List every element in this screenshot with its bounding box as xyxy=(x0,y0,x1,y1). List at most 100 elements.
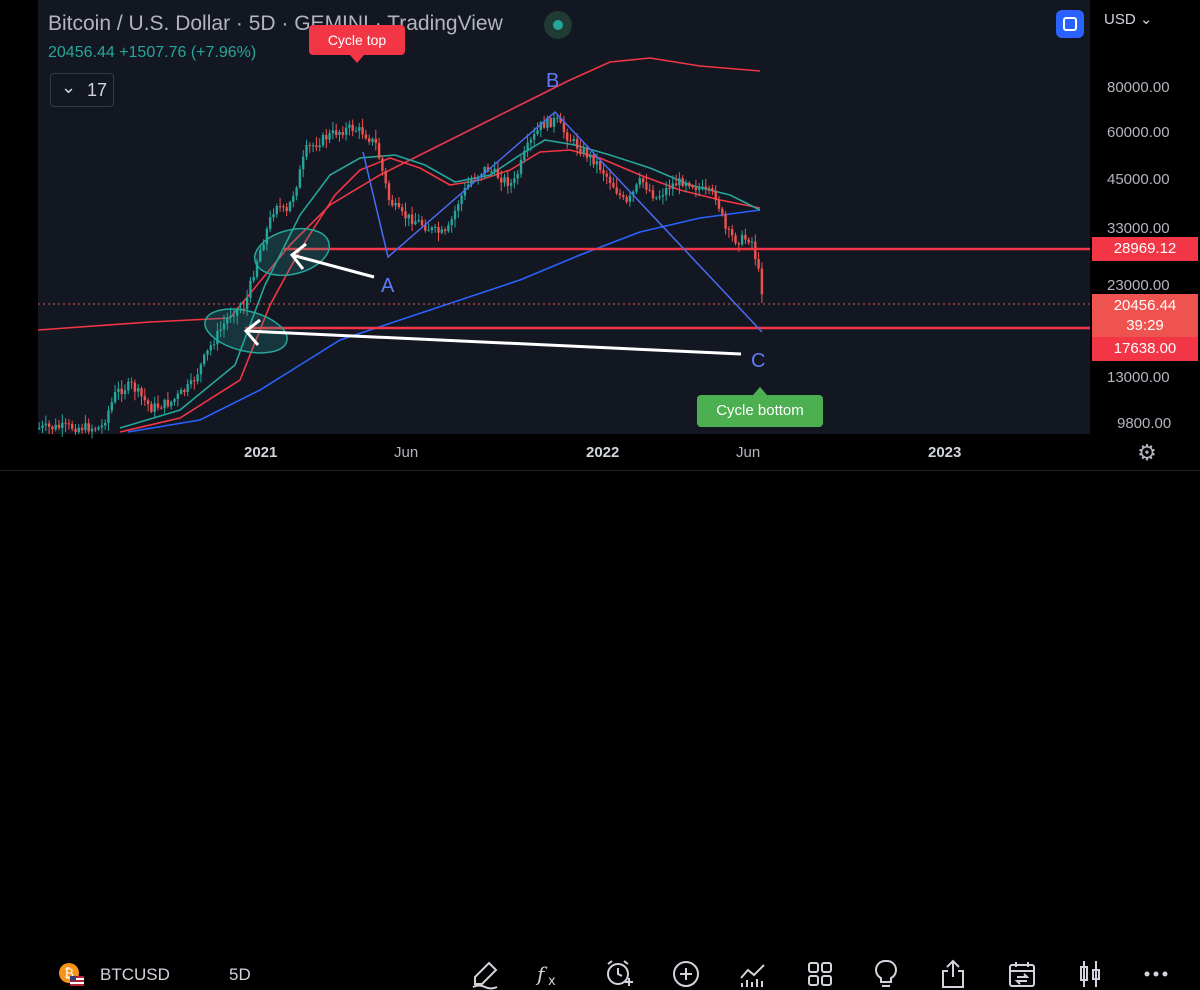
cycle-top-callout[interactable]: Cycle top xyxy=(309,25,405,63)
candle-body xyxy=(206,350,209,355)
candle-body xyxy=(453,210,457,220)
arrow-c-line[interactable] xyxy=(245,329,742,356)
candle xyxy=(232,309,236,324)
draw-icon[interactable] xyxy=(469,958,501,990)
candle xyxy=(513,171,516,189)
alert-icon[interactable] xyxy=(603,958,635,990)
candle xyxy=(516,170,519,185)
candle-body xyxy=(44,423,47,426)
candle-body xyxy=(166,399,170,407)
fullscreen-icon[interactable] xyxy=(1056,10,1084,38)
candle xyxy=(523,145,526,163)
candle-body xyxy=(562,122,566,133)
candle xyxy=(318,138,321,152)
candle-body xyxy=(516,173,519,179)
candle xyxy=(684,179,688,193)
candle xyxy=(64,418,67,433)
time-axis[interactable] xyxy=(38,434,1090,470)
candle xyxy=(269,210,272,233)
candles-icon[interactable] xyxy=(1074,958,1106,990)
indicators-icon[interactable]: f x xyxy=(534,958,566,990)
candle xyxy=(123,384,127,400)
more-icon[interactable] xyxy=(1140,958,1172,990)
candle-body xyxy=(655,197,658,199)
symbol-button[interactable]: BTCUSD xyxy=(100,965,170,984)
candle-body xyxy=(110,402,113,411)
candle xyxy=(585,145,589,162)
point-c-label[interactable]: C xyxy=(751,350,766,372)
candle-body xyxy=(437,226,440,233)
chart-plot[interactable] xyxy=(38,0,1090,434)
candle-body xyxy=(457,204,460,211)
settings-gear-icon[interactable]: ⚙ xyxy=(1137,440,1157,465)
candle-body xyxy=(212,344,216,346)
highlight-ellipse-a[interactable] xyxy=(250,221,334,282)
candle xyxy=(361,118,364,139)
bar-countdown: 39:29 xyxy=(1126,317,1164,334)
candle xyxy=(38,422,41,430)
price-tick: 9800.00 xyxy=(1117,415,1172,432)
chart-area[interactable]: Bitcoin / U.S. Dollar · 5D · GEMINI · Tr… xyxy=(0,0,1200,470)
candle xyxy=(107,405,110,431)
candle-body xyxy=(526,142,529,152)
candle xyxy=(189,373,193,389)
share-icon[interactable] xyxy=(937,958,969,990)
candle-body xyxy=(364,134,368,139)
candle xyxy=(450,215,453,233)
candle-body xyxy=(635,184,638,192)
candle-body xyxy=(658,196,661,198)
candle-body xyxy=(170,401,173,407)
time-label: Jun xyxy=(394,444,419,461)
point-a-label[interactable]: A xyxy=(381,275,395,297)
candle xyxy=(602,164,605,182)
candle-body xyxy=(245,297,249,310)
candle xyxy=(321,132,325,148)
abc-pattern[interactable] xyxy=(362,110,763,333)
chart-type-icon[interactable] xyxy=(737,958,769,990)
candle xyxy=(282,203,285,213)
candle-body xyxy=(196,374,199,382)
candle xyxy=(203,353,206,367)
candle-body xyxy=(493,168,496,172)
ideas-icon[interactable] xyxy=(870,958,902,990)
candle-body xyxy=(533,134,536,140)
moving-averages xyxy=(37,57,761,433)
last-price-value: 20456.44 xyxy=(1113,297,1177,314)
layout-icon[interactable] xyxy=(804,958,836,990)
point-b-label[interactable]: B xyxy=(546,70,560,92)
candle-body xyxy=(325,134,328,140)
candle-body xyxy=(740,234,744,245)
cycle-bottom-callout[interactable]: Cycle bottom xyxy=(697,387,823,427)
candle xyxy=(351,119,354,137)
symbol-title[interactable]: Bitcoin / U.S. Dollar · 5D · GEMINI · Tr… xyxy=(48,12,503,35)
add-icon[interactable] xyxy=(670,958,702,990)
candle xyxy=(424,219,427,233)
candle-body xyxy=(77,427,80,432)
candle-body xyxy=(226,317,229,324)
candle xyxy=(335,123,338,139)
price-axis[interactable] xyxy=(1090,0,1200,470)
candle xyxy=(137,384,140,398)
candle xyxy=(41,420,44,433)
arrow-c-head xyxy=(243,318,261,346)
candle xyxy=(186,379,189,397)
candle xyxy=(226,312,229,331)
replay-icon[interactable] xyxy=(1006,958,1038,990)
candle xyxy=(707,185,711,195)
candle xyxy=(526,133,529,158)
candle-body xyxy=(417,219,420,222)
candle-body xyxy=(97,427,100,430)
interval-button[interactable]: 5D xyxy=(229,965,251,984)
indicators-collapse-button[interactable]: ⌄ 17 xyxy=(50,73,114,107)
market-status-icon[interactable] xyxy=(544,11,572,39)
candle-body xyxy=(420,219,424,226)
currency-selector[interactable]: USD ⌄ xyxy=(1104,11,1153,28)
price-chart[interactable] xyxy=(0,0,1200,470)
candle xyxy=(731,224,734,242)
candle-body xyxy=(519,159,523,174)
candle xyxy=(377,137,381,160)
candle xyxy=(628,192,632,207)
arrow-a-line[interactable] xyxy=(291,253,375,279)
candle xyxy=(249,276,252,303)
